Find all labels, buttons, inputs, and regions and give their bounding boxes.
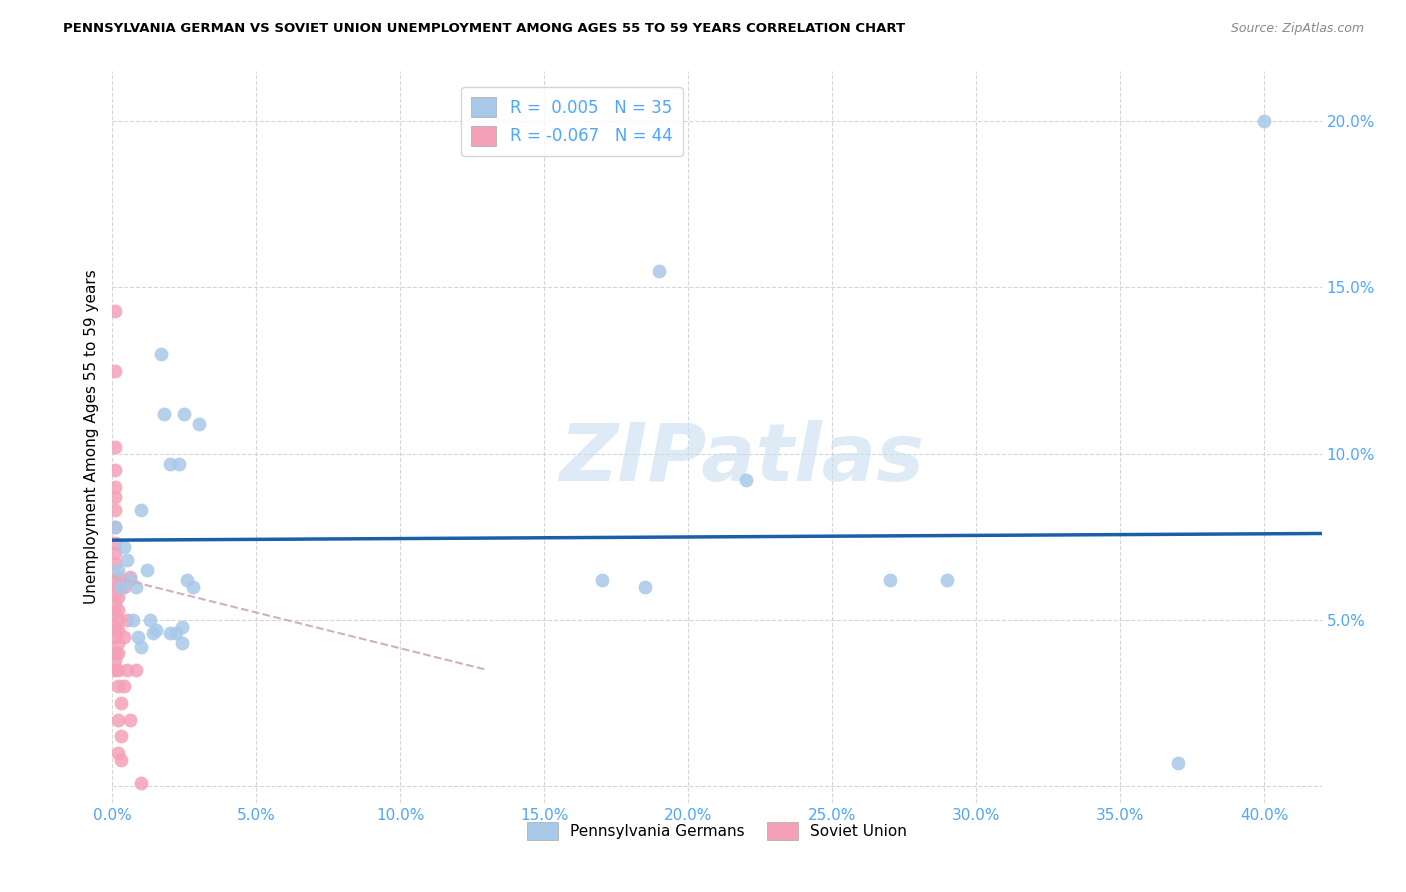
Point bbox=[104, 546, 127, 560]
Point bbox=[107, 663, 129, 677]
Point bbox=[104, 663, 127, 677]
Point bbox=[107, 590, 129, 604]
Point bbox=[107, 636, 129, 650]
Point bbox=[104, 363, 127, 377]
Point bbox=[110, 580, 132, 594]
Point bbox=[879, 573, 901, 587]
Point bbox=[110, 753, 132, 767]
Point bbox=[173, 407, 195, 421]
Point bbox=[104, 596, 127, 610]
Legend: Pennsylvania Germans, Soviet Union: Pennsylvania Germans, Soviet Union bbox=[522, 815, 912, 847]
Text: ZIPatlas: ZIPatlas bbox=[558, 420, 924, 498]
Point bbox=[1167, 756, 1189, 770]
Point bbox=[153, 407, 176, 421]
Point bbox=[112, 540, 135, 554]
Point bbox=[115, 663, 138, 677]
Point bbox=[104, 619, 127, 633]
Point bbox=[104, 480, 127, 494]
Point bbox=[936, 573, 959, 587]
Point bbox=[104, 607, 127, 621]
Point bbox=[104, 503, 127, 517]
Point bbox=[107, 603, 129, 617]
Point bbox=[1253, 114, 1275, 128]
Point bbox=[104, 303, 127, 318]
Point bbox=[127, 630, 149, 644]
Point bbox=[648, 264, 671, 278]
Point bbox=[124, 580, 146, 594]
Point bbox=[110, 696, 132, 710]
Point bbox=[107, 623, 129, 637]
Point bbox=[170, 619, 193, 633]
Point bbox=[145, 623, 167, 637]
Point bbox=[104, 536, 127, 550]
Y-axis label: Unemployment Among Ages 55 to 59 years: Unemployment Among Ages 55 to 59 years bbox=[83, 269, 98, 605]
Point bbox=[118, 713, 141, 727]
Point bbox=[110, 729, 132, 743]
Point bbox=[142, 626, 165, 640]
Point bbox=[591, 573, 613, 587]
Point bbox=[118, 573, 141, 587]
Point bbox=[187, 417, 209, 431]
Point bbox=[159, 626, 181, 640]
Point bbox=[170, 636, 193, 650]
Point bbox=[107, 580, 129, 594]
Point bbox=[104, 520, 127, 534]
Point bbox=[107, 570, 129, 584]
Point bbox=[104, 440, 127, 454]
Text: PENNSYLVANIA GERMAN VS SOVIET UNION UNEMPLOYMENT AMONG AGES 55 TO 59 YEARS CORRE: PENNSYLVANIA GERMAN VS SOVIET UNION UNEM… bbox=[63, 22, 905, 36]
Point bbox=[129, 503, 152, 517]
Text: Source: ZipAtlas.com: Source: ZipAtlas.com bbox=[1230, 22, 1364, 36]
Point bbox=[104, 586, 127, 600]
Point bbox=[129, 776, 152, 790]
Point bbox=[159, 457, 181, 471]
Point bbox=[121, 613, 143, 627]
Point bbox=[104, 573, 127, 587]
Point bbox=[107, 646, 129, 660]
Point bbox=[139, 613, 162, 627]
Point bbox=[118, 570, 141, 584]
Point bbox=[107, 746, 129, 760]
Point bbox=[107, 713, 129, 727]
Point bbox=[124, 663, 146, 677]
Point bbox=[136, 563, 159, 577]
Point bbox=[181, 580, 204, 594]
Point bbox=[115, 613, 138, 627]
Point bbox=[112, 630, 135, 644]
Point bbox=[112, 580, 135, 594]
Point bbox=[734, 473, 756, 487]
Point bbox=[104, 557, 127, 571]
Point bbox=[150, 347, 173, 361]
Point bbox=[107, 563, 129, 577]
Point bbox=[104, 520, 127, 534]
Point bbox=[176, 573, 198, 587]
Point bbox=[104, 463, 127, 477]
Point bbox=[167, 457, 190, 471]
Point bbox=[104, 653, 127, 667]
Point bbox=[112, 680, 135, 694]
Point bbox=[104, 490, 127, 504]
Point bbox=[165, 626, 187, 640]
Point bbox=[107, 613, 129, 627]
Point bbox=[129, 640, 152, 654]
Point bbox=[104, 630, 127, 644]
Point bbox=[115, 553, 138, 567]
Point bbox=[104, 646, 127, 660]
Point bbox=[634, 580, 657, 594]
Point bbox=[107, 680, 129, 694]
